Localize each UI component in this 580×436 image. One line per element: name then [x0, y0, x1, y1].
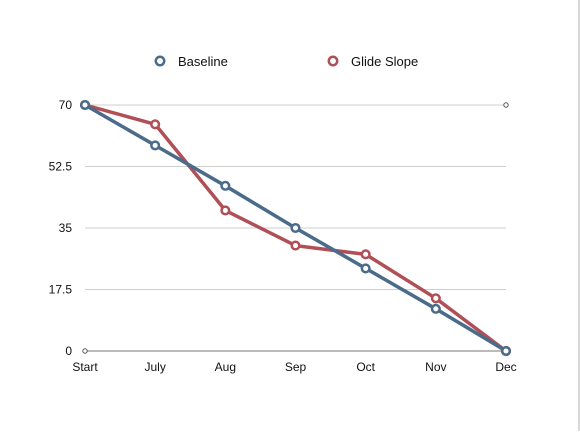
data-point [500, 345, 512, 357]
data-point [150, 140, 161, 151]
axis-origin-marker [82, 348, 88, 354]
legend-marker [327, 55, 339, 67]
data-point [220, 180, 231, 191]
data-point [430, 293, 441, 304]
x-tick-label: Oct [356, 360, 375, 374]
gridlines [85, 104, 506, 290]
y-tick-label: 0 [65, 344, 72, 358]
y-tick-label: 35 [59, 221, 73, 235]
legend-label: Baseline [178, 54, 228, 69]
data-point [79, 99, 91, 111]
axes: 0 17.5 35 52.5 70 Start July Aug Sep Oct Nov Dec [49, 98, 517, 374]
series [79, 99, 512, 357]
x-tick-label: Aug [215, 360, 236, 374]
y-tick-label: 52.5 [49, 160, 73, 174]
data-point [360, 263, 371, 274]
x-tick-label: July [144, 360, 165, 374]
data-point [220, 205, 231, 216]
x-tick-label: Dec [495, 360, 516, 374]
x-tick-label: Nov [425, 360, 446, 374]
data-point [360, 249, 371, 260]
x-tick-label: Start [72, 360, 98, 374]
legend: Baseline Glide Slope [154, 54, 418, 69]
axis-corner-marker [503, 102, 509, 108]
window-edge [578, 0, 580, 431]
legend-label: Glide Slope [351, 54, 418, 69]
data-point [430, 303, 441, 314]
data-point [290, 240, 301, 251]
data-point [150, 119, 161, 130]
legend-marker [154, 55, 166, 67]
x-tick-label: Sep [285, 360, 307, 374]
y-tick-label: 17.5 [49, 283, 73, 297]
y-tick-label: 70 [59, 98, 73, 112]
data-point [290, 222, 301, 234]
